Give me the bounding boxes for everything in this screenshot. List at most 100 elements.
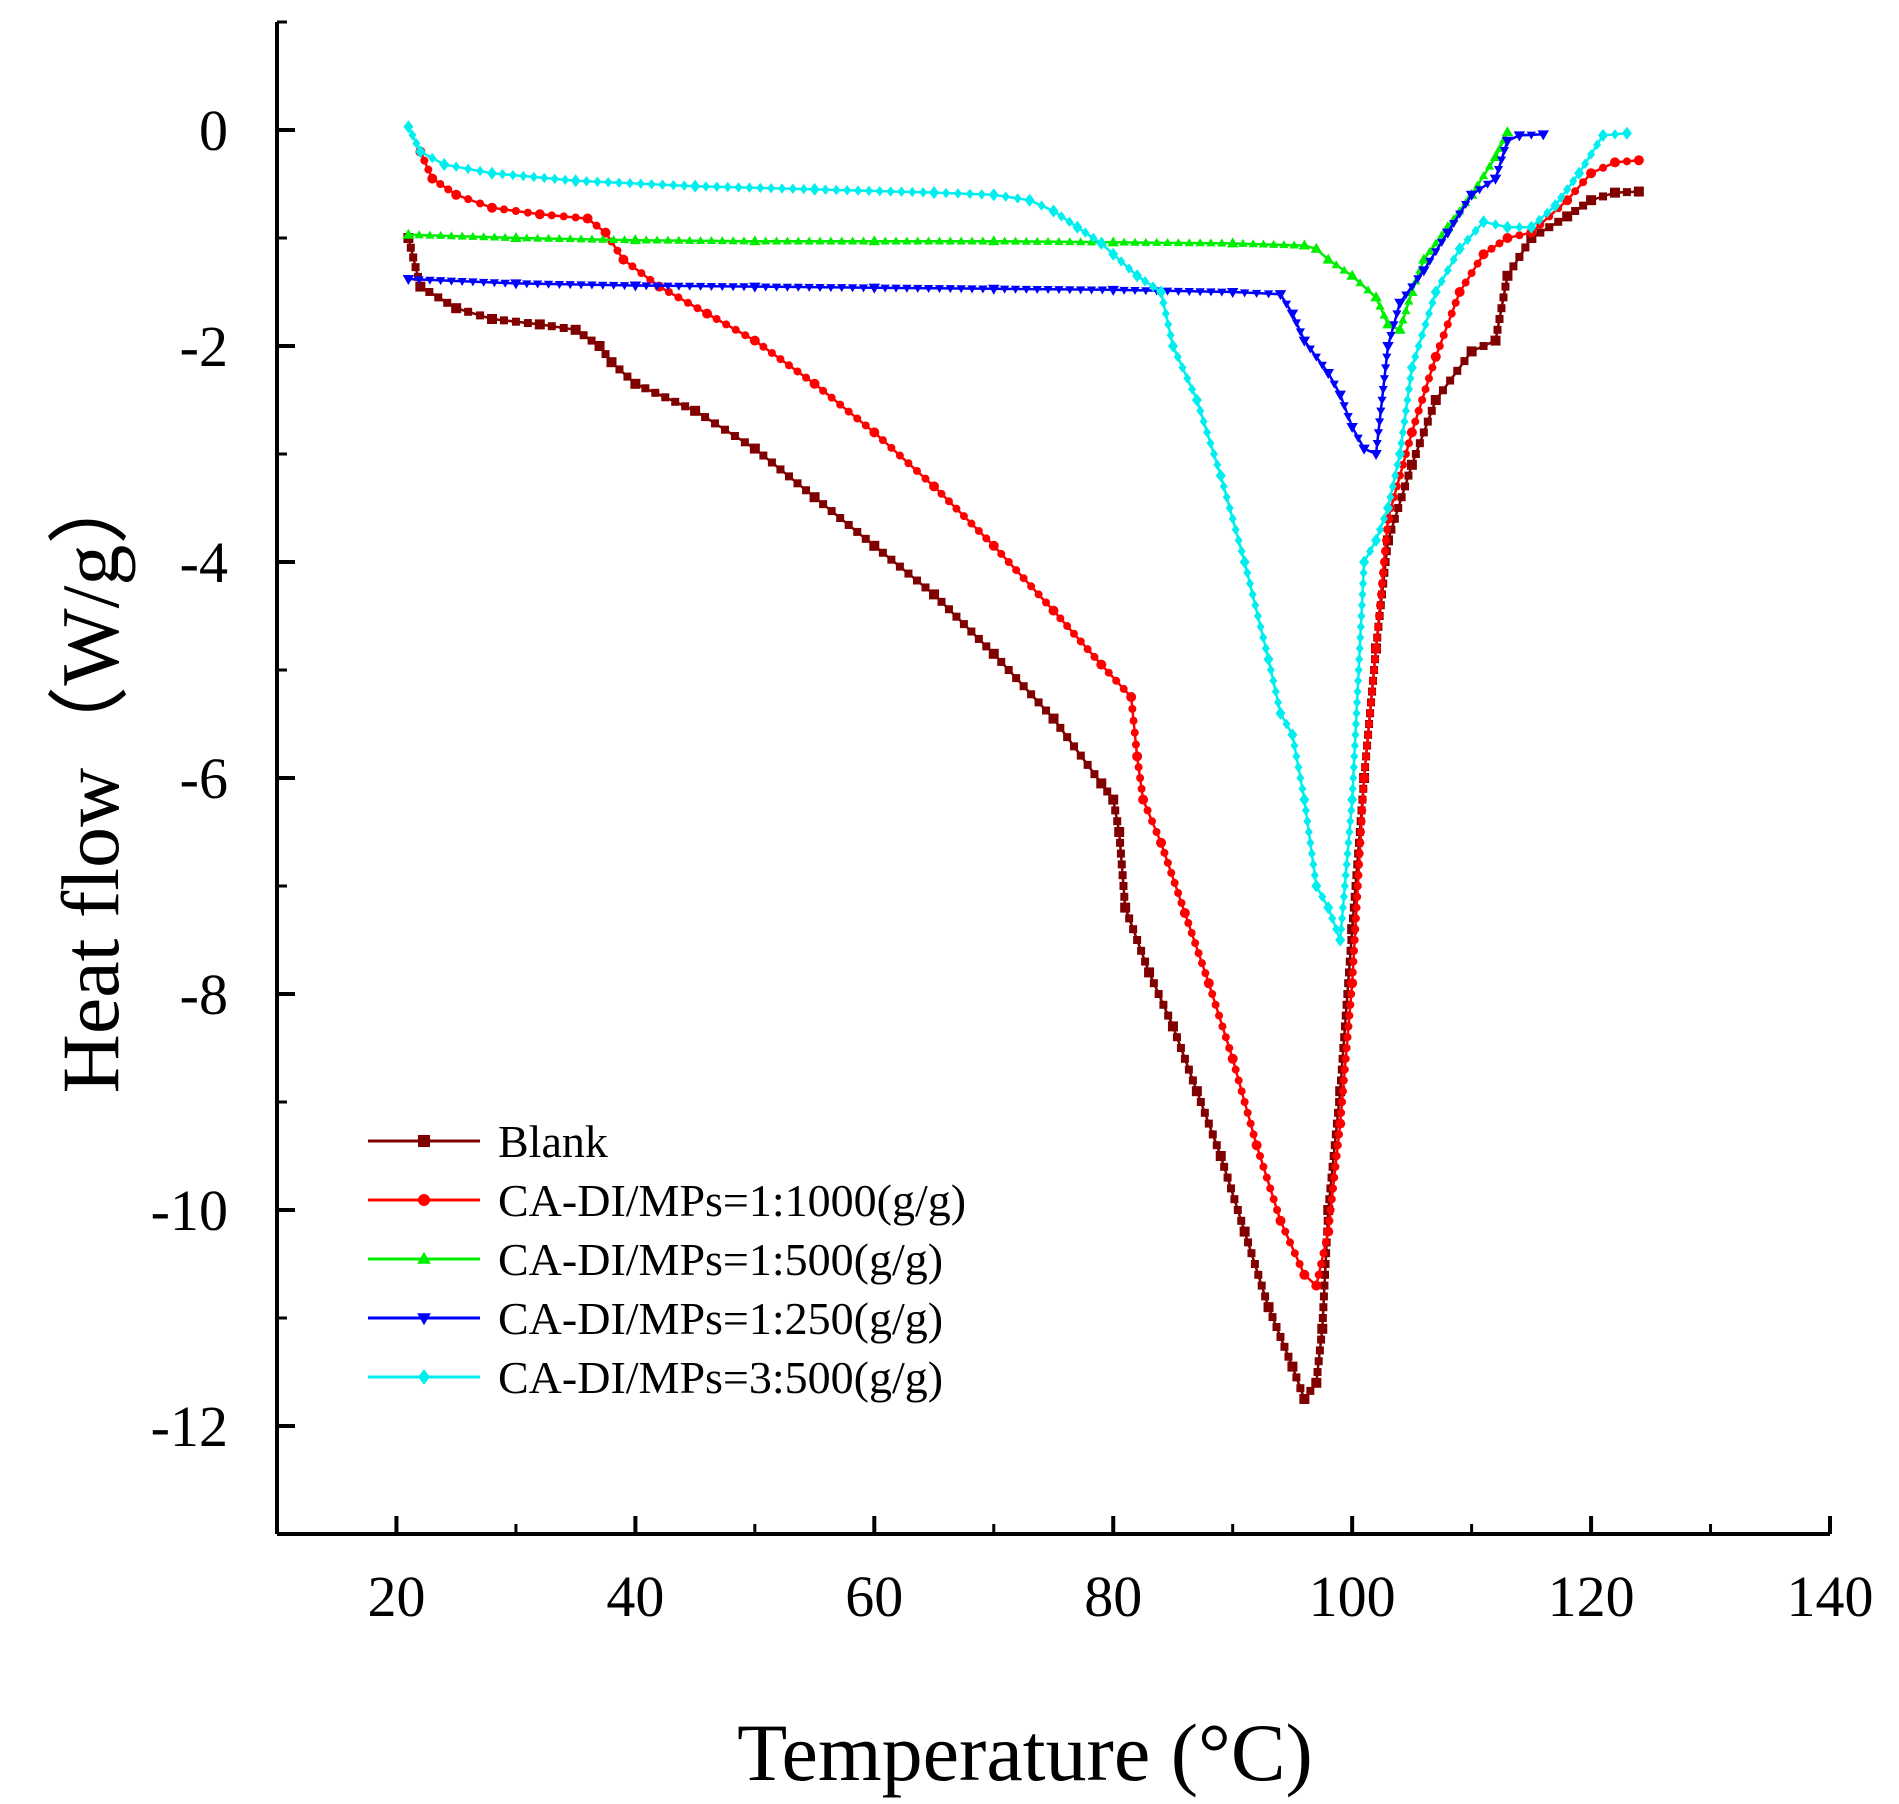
sample-marker [1340, 1065, 1349, 1074]
sample-marker [1177, 898, 1186, 907]
sample-marker [1401, 450, 1410, 458]
sample-marker [1073, 222, 1082, 233]
sample-marker [1491, 219, 1500, 230]
sample-marker [1012, 674, 1021, 683]
sample-marker [1389, 321, 1399, 330]
legend-entry: CA-DI/MPs=1:1000(g/g) [368, 1175, 966, 1226]
sample-marker [1380, 513, 1389, 524]
sample-marker [1622, 157, 1631, 166]
sample-marker [1301, 805, 1310, 816]
sample-marker [489, 232, 500, 241]
sample-marker [1359, 445, 1369, 454]
sample-marker [1311, 353, 1321, 362]
sample-marker [630, 235, 640, 244]
sample-marker [967, 236, 977, 245]
sample-marker [1065, 216, 1074, 227]
sample-marker [1116, 838, 1125, 847]
sample-marker [1286, 1238, 1295, 1247]
sample-marker [777, 183, 786, 194]
sample-marker [1446, 376, 1455, 385]
sample-marker [607, 358, 616, 367]
sample-marker [1346, 816, 1355, 827]
sample-marker [1065, 237, 1075, 246]
sample-marker [997, 549, 1006, 558]
sample-marker [1329, 1184, 1338, 1193]
sample-marker [1103, 787, 1112, 796]
sample-marker [428, 152, 437, 164]
sample-marker [1021, 285, 1031, 294]
sample-marker [722, 320, 731, 329]
sample-marker [891, 236, 901, 245]
sample-marker [1303, 816, 1312, 827]
sample-marker [1176, 1044, 1185, 1052]
sample-marker [1090, 770, 1099, 779]
sample-marker [680, 180, 689, 191]
sample-marker [989, 649, 998, 658]
sample-marker [711, 419, 720, 428]
sample-marker [1076, 751, 1085, 760]
sample-marker [1387, 525, 1396, 534]
sample-marker [1355, 654, 1364, 665]
sample-marker [1281, 300, 1292, 309]
sample-marker [843, 185, 852, 196]
sample-marker [416, 282, 425, 291]
sample-marker [1349, 762, 1358, 773]
sample-marker [601, 350, 610, 359]
sample-marker [1496, 156, 1507, 165]
sample-marker [1282, 718, 1291, 730]
sample-marker [1012, 566, 1021, 575]
sample-marker [1255, 1152, 1264, 1160]
legend-marker [418, 1194, 430, 1206]
sample-marker [1240, 1098, 1249, 1106]
sample-marker [428, 174, 437, 183]
series-line [407, 126, 1628, 941]
sample-marker [547, 322, 556, 331]
sample-marker [1354, 664, 1363, 676]
sample-marker [1357, 600, 1366, 611]
sample-marker [1503, 222, 1512, 233]
sample-marker [1338, 1098, 1347, 1106]
sample-marker [1266, 664, 1275, 676]
sample-marker [1148, 817, 1157, 826]
sample-marker [409, 253, 418, 262]
sample-marker [1610, 188, 1619, 197]
sample-marker [1610, 158, 1619, 167]
sample-marker [1407, 428, 1416, 437]
sample-marker [1119, 237, 1129, 246]
sample-marker [1339, 402, 1349, 411]
sample-marker [1117, 860, 1126, 869]
sample-marker [1490, 152, 1501, 161]
sample-marker [1499, 293, 1508, 302]
sample-marker [1336, 1119, 1345, 1128]
sample-marker [1395, 325, 1405, 333]
sample-marker [1350, 946, 1359, 955]
sample-marker [613, 246, 622, 255]
sample-marker [1431, 352, 1440, 361]
legend-marker [417, 1251, 431, 1264]
sample-marker [1460, 357, 1469, 366]
sample-marker [734, 182, 743, 193]
sample-marker [1350, 740, 1359, 751]
sample-marker [1083, 760, 1092, 769]
sample-marker [844, 407, 853, 416]
sample-marker [609, 234, 619, 243]
sample-marker [967, 519, 976, 528]
sample-marker [1086, 286, 1097, 295]
sample-marker [595, 342, 604, 350]
sample-marker [519, 170, 528, 182]
sample-marker [1027, 690, 1036, 699]
sample-marker [1345, 1011, 1354, 1020]
sample-marker [1243, 567, 1252, 578]
sample-marker [1289, 240, 1299, 249]
x-tick-label: 80 [1084, 1564, 1142, 1629]
sample-marker [619, 235, 630, 244]
sample-marker [1240, 556, 1249, 568]
sample-marker [1184, 1065, 1193, 1074]
sample-marker [924, 284, 934, 293]
sample-marker [1360, 556, 1369, 568]
sample-marker [1083, 645, 1092, 654]
sample-marker [1634, 156, 1643, 165]
sample-marker [1571, 207, 1580, 215]
sample-marker [1288, 729, 1297, 740]
sample-marker [1228, 513, 1237, 524]
